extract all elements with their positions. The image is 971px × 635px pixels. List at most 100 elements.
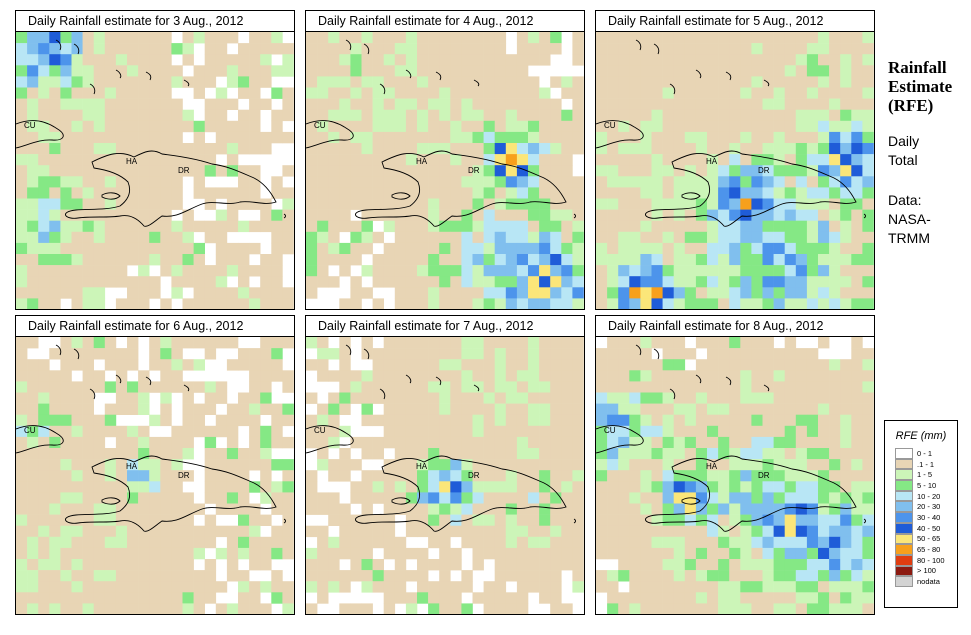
rainfall-cell	[428, 242, 440, 255]
rainfall-cell	[271, 348, 283, 360]
rainfall-cell	[539, 143, 551, 155]
rainfall-cell	[795, 414, 808, 427]
rainfall-cell	[350, 603, 362, 614]
rainfall-cell	[38, 231, 50, 244]
rainfall-cell	[171, 503, 183, 515]
rainfall-cell	[472, 547, 484, 560]
rainfall-cell	[271, 265, 283, 277]
rainfall-cell	[306, 436, 318, 449]
rainfall-cell	[82, 109, 94, 122]
rainfall-cell	[516, 176, 529, 188]
rainfall-cell	[818, 298, 830, 309]
rainfall-cell	[383, 514, 396, 526]
rainfall-cell	[673, 54, 686, 66]
rainfall-cell	[60, 348, 72, 360]
coastline	[115, 374, 122, 384]
rainfall-cell	[60, 403, 72, 415]
rainfall-cell	[829, 525, 841, 538]
rainfall-cell	[851, 381, 863, 393]
rainfall-cell	[472, 165, 484, 177]
rainfall-cell	[82, 492, 94, 504]
rainfall-cell	[93, 425, 106, 438]
rainfall-cell	[483, 547, 495, 560]
rainfall-cell	[82, 403, 94, 415]
rainfall-cell	[483, 209, 495, 221]
rainfall-cell	[115, 220, 128, 233]
rainfall-cell	[829, 109, 841, 122]
rainfall-cell	[27, 220, 39, 233]
rainfall-cell	[428, 459, 440, 471]
rainfall-cell	[673, 448, 686, 460]
rainfall-cell	[328, 581, 340, 593]
rainfall-cell	[550, 448, 562, 460]
rainfall-cell	[115, 65, 128, 77]
rainfall-cell	[249, 265, 261, 277]
rainfall-cell	[138, 65, 150, 77]
legend-item: 0 - 1	[895, 448, 957, 459]
rainfall-cell	[339, 570, 351, 582]
rainfall-cell	[596, 481, 608, 493]
rainfall-cell	[306, 198, 318, 210]
rainfall-cell	[684, 265, 697, 277]
rainfall-cell	[127, 154, 139, 166]
rainfall-cell	[550, 381, 562, 393]
rainfall-cell	[806, 559, 819, 571]
rainfall-cell	[784, 370, 797, 382]
rainfall-cell	[851, 481, 863, 493]
rainfall-cell	[762, 348, 774, 360]
rainfall-cell	[461, 76, 473, 88]
rainfall-cell	[49, 436, 61, 449]
rainfall-cell	[818, 154, 830, 166]
rainfall-cell	[204, 481, 217, 493]
rainfall-cell	[840, 559, 852, 571]
rainfall-cell	[695, 414, 708, 427]
rainfall-cell	[762, 592, 774, 604]
rainfall-cell	[38, 287, 50, 299]
rainfall-cell	[271, 436, 283, 449]
rainfall-cell	[795, 370, 808, 382]
rainfall-cell	[862, 514, 874, 526]
rainfall-cell	[640, 392, 652, 404]
rainfall-cell	[115, 43, 128, 55]
rainfall-cell	[27, 231, 39, 244]
rainfall-cell	[82, 165, 94, 177]
rainfall-cell	[607, 242, 619, 255]
rainfall-cell	[651, 536, 663, 549]
rainfall-cell	[494, 254, 507, 266]
rainfall-cell	[215, 165, 228, 177]
rainfall-cell	[550, 287, 562, 299]
rainfall-cell	[607, 481, 619, 493]
rainfall-cell	[350, 187, 362, 199]
rainfall-cell	[439, 348, 451, 360]
rainfall-cell	[806, 481, 819, 493]
rainfall-cell	[561, 414, 573, 427]
rainfall-cell	[618, 32, 630, 44]
rainfall-cell	[740, 514, 752, 526]
rainfall-cell	[282, 43, 294, 55]
rainfall-grid	[16, 337, 294, 614]
rainfall-cell	[138, 87, 150, 99]
rainfall-cell	[317, 348, 329, 360]
rainfall-cell	[829, 198, 841, 210]
rainfall-cell	[851, 425, 863, 438]
rainfall-cell	[49, 54, 61, 66]
rainfall-cell	[539, 242, 551, 255]
rainfall-cell	[428, 76, 440, 88]
rainfall-cell	[607, 570, 619, 582]
rainfall-cell	[306, 220, 318, 233]
rainfall-cell	[282, 198, 294, 210]
rainfall-cell	[472, 231, 484, 244]
rainfall-cell	[428, 470, 440, 482]
rainfall-cell	[751, 298, 763, 309]
rainfall-cell	[127, 503, 139, 515]
rainfall-cell	[271, 120, 283, 133]
rainfall-cell	[405, 348, 418, 360]
rainfall-cell	[149, 76, 161, 88]
rainfall-cell	[260, 603, 272, 614]
rainfall-cell	[862, 525, 874, 538]
rainfall-cell	[215, 231, 228, 244]
coastline	[379, 388, 386, 400]
rainfall-cell	[629, 337, 641, 349]
rainfall-cell	[718, 154, 730, 166]
rainfall-cell	[818, 276, 830, 288]
